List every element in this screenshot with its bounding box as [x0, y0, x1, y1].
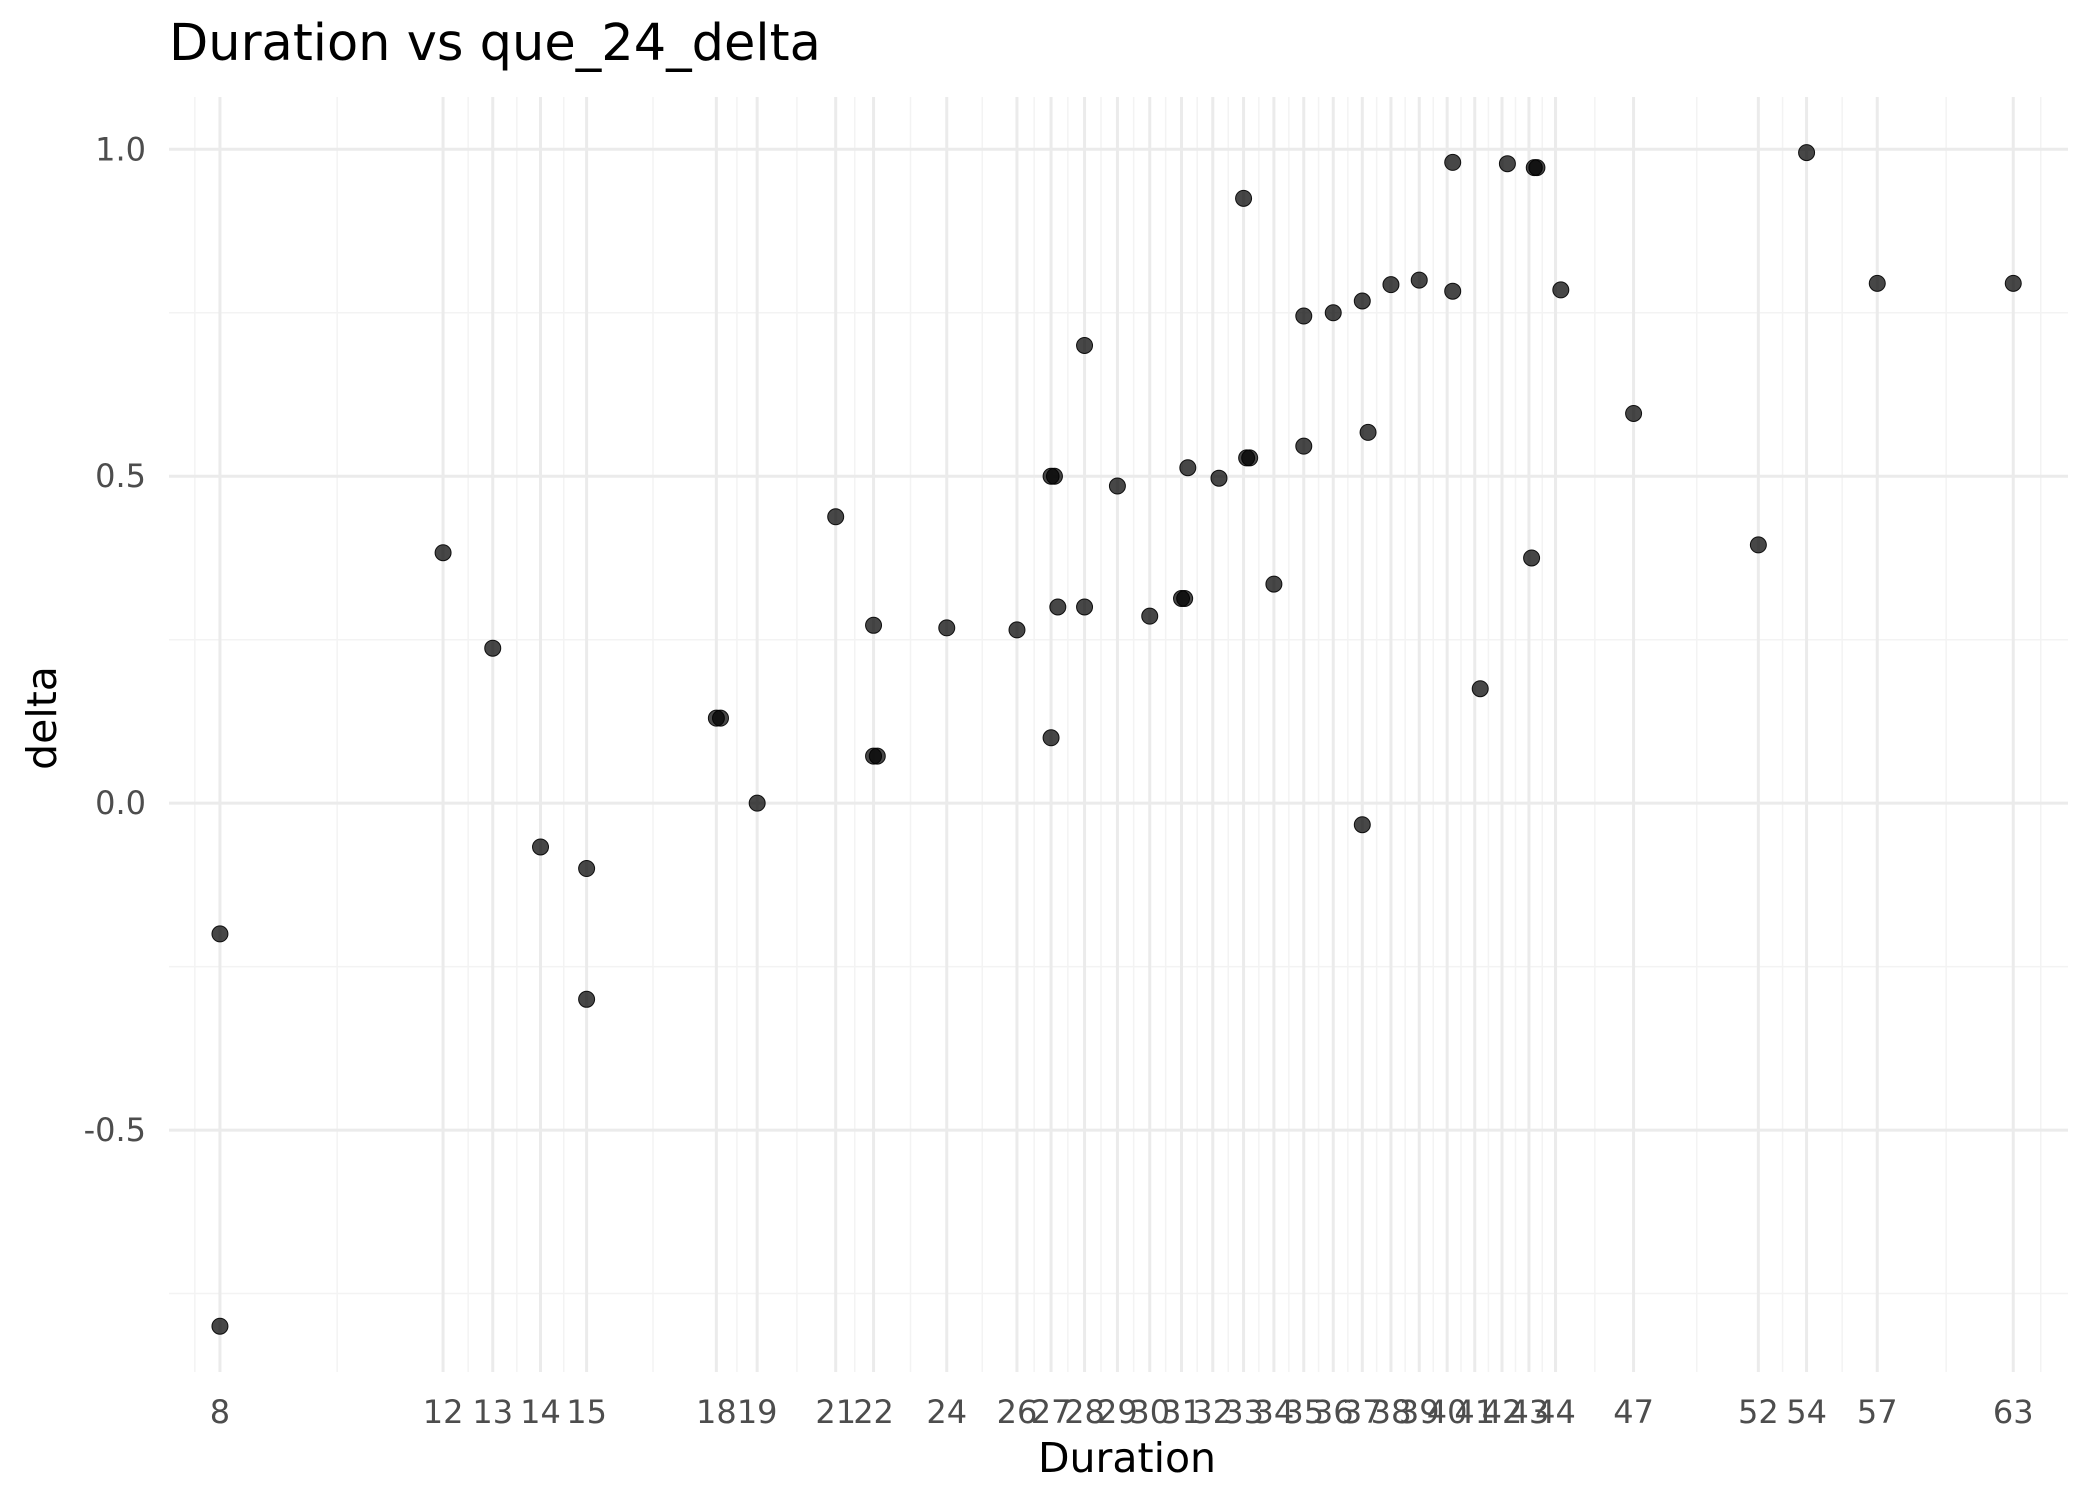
y-tick-label-3: 1.0	[95, 130, 146, 168]
data-point-30	[1241, 449, 1259, 467]
minor-gridlines	[169, 97, 2068, 1372]
data-point-22	[1108, 477, 1126, 495]
data-point-10	[827, 508, 845, 526]
x-tick-label-2: 13	[472, 1393, 513, 1431]
x-tick-label-8: 22	[853, 1393, 894, 1431]
x-tick-label-15: 31	[1161, 1393, 1202, 1431]
data-point-48	[1625, 404, 1643, 422]
data-point-9	[748, 794, 766, 812]
x-tick-label-22: 38	[1371, 1393, 1412, 1431]
x-tick-label-3: 14	[520, 1393, 561, 1431]
x-tick-label-26: 42	[1482, 1393, 1523, 1431]
data-point-25	[1176, 590, 1194, 607]
data-point-47	[1552, 281, 1570, 299]
x-tick-label-7: 21	[815, 1393, 856, 1431]
data-point-52	[2004, 274, 2022, 292]
x-tick-label-18: 34	[1254, 1393, 1295, 1431]
y-tick-label-0: -0.5	[84, 1111, 146, 1149]
data-point-6	[578, 990, 596, 1008]
x-tick-label-31: 54	[1786, 1393, 1827, 1431]
data-point-51	[1868, 274, 1886, 292]
x-tick-label-10: 26	[997, 1393, 1038, 1431]
x-tick-label-4: 15	[566, 1393, 607, 1431]
x-tick-label-6: 19	[737, 1393, 778, 1431]
x-tick-label-11: 27	[1031, 1393, 1072, 1431]
y-tick-label-1: 0.0	[95, 784, 146, 822]
data-point-8	[711, 709, 729, 727]
data-point-37	[1353, 816, 1371, 834]
data-point-38	[1382, 276, 1400, 294]
data-point-50	[1798, 144, 1816, 162]
data-point-5	[578, 860, 596, 878]
data-point-40	[1444, 153, 1462, 171]
x-tick-label-12: 28	[1064, 1393, 1105, 1431]
x-tick-label-28: 44	[1535, 1393, 1576, 1431]
x-tick-label-0: 8	[210, 1393, 230, 1431]
data-point-49	[1749, 536, 1767, 554]
x-tick-label-33: 63	[1993, 1393, 2034, 1431]
data-point-15	[1008, 621, 1026, 639]
data-point-20	[1076, 598, 1094, 616]
x-tick-label-9: 24	[926, 1393, 967, 1431]
data-point-32	[1295, 307, 1313, 325]
x-tick-label-29: 47	[1613, 1393, 1654, 1431]
data-point-26	[1179, 459, 1197, 477]
data-point-44	[1523, 549, 1541, 567]
data-point-2	[434, 544, 452, 562]
x-tick-label-16: 32	[1192, 1393, 1233, 1431]
x-tick-label-25: 41	[1454, 1393, 1495, 1431]
x-tick-label-1: 12	[423, 1393, 464, 1431]
data-point-36	[1359, 423, 1377, 441]
data-point-11	[865, 616, 883, 634]
data-point-31	[1265, 575, 1283, 593]
data-point-33	[1295, 437, 1313, 455]
data-point-21	[1076, 336, 1094, 354]
data-point-4	[532, 838, 550, 856]
y-axis-title: delta	[18, 666, 66, 770]
data-point-0	[211, 925, 229, 943]
data-point-39	[1410, 271, 1428, 289]
x-tick-label-23: 39	[1399, 1393, 1440, 1431]
x-tick-label-24: 40	[1427, 1393, 1468, 1431]
data-point-18	[1042, 729, 1060, 747]
data-points	[211, 144, 2022, 1335]
data-point-17	[1045, 467, 1063, 485]
data-point-42	[1471, 680, 1489, 698]
data-point-43	[1498, 155, 1516, 173]
data-point-46	[1528, 159, 1546, 177]
y-tick-label-2: 0.5	[95, 457, 146, 495]
x-tick-label-21: 37	[1342, 1393, 1383, 1431]
x-tick-label-5: 18	[696, 1393, 737, 1431]
y-axis-tick-labels: -0.5 0.0 0.5 1.0	[84, 130, 146, 1149]
data-point-14	[938, 619, 956, 637]
data-point-23	[1141, 607, 1159, 625]
data-point-27	[1210, 469, 1228, 487]
x-tick-label-32: 57	[1857, 1393, 1898, 1431]
x-tick-label-27: 43	[1509, 1393, 1550, 1431]
data-point-28	[1235, 189, 1253, 207]
x-tick-label-30: 52	[1738, 1393, 1779, 1431]
x-tick-label-14: 30	[1129, 1393, 1170, 1431]
data-point-3	[484, 639, 502, 657]
x-axis-title: Duration	[1038, 1434, 1216, 1482]
data-point-34	[1324, 304, 1342, 322]
data-point-19	[1049, 598, 1067, 616]
major-gridlines	[169, 97, 2068, 1372]
x-tick-label-19: 35	[1283, 1393, 1324, 1431]
data-point-41	[1444, 282, 1462, 300]
x-tick-label-13: 29	[1097, 1393, 1138, 1431]
x-tick-label-17: 33	[1223, 1393, 1264, 1431]
data-point-1	[211, 1317, 229, 1335]
x-tick-label-20: 36	[1313, 1393, 1354, 1431]
data-point-35	[1353, 292, 1371, 310]
chart-title: Duration vs que_24_delta	[169, 14, 821, 73]
data-point-13	[868, 747, 886, 765]
